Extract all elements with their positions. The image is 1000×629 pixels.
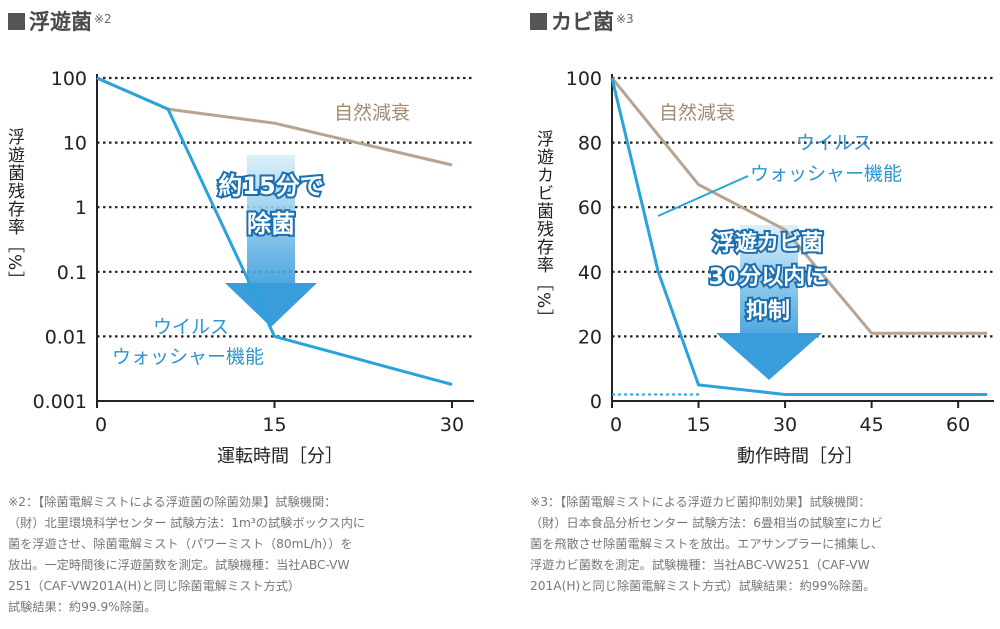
- y-tick-label: 80: [578, 133, 602, 155]
- right-arrow-text-3: 抑制: [746, 299, 790, 324]
- right-arrow: [716, 225, 822, 380]
- footnote-line: 浮遊カビ菌数を測定。試験機種：当社ABC-VW251（CAF-VW: [530, 558, 870, 572]
- y-tick-label: 10: [63, 133, 87, 155]
- square-bullet-icon: [8, 13, 25, 30]
- left-arrow: [225, 155, 317, 327]
- footnote-line: ※2：【除菌電解ミストによる浮遊菌の除菌効果】試験機関：: [8, 495, 337, 509]
- left-footnote: ※2：【除菌電解ミストによる浮遊菌の除菌効果】試験機関： （財）北里環境科学センタ…: [8, 492, 478, 618]
- left-virus-label-2: ウォッシャー機能: [112, 346, 264, 368]
- y-tick-label: 20: [578, 326, 602, 348]
- series-line-virus-washer: [96, 76, 453, 386]
- footnote-line: 201A(H)と同じ除菌電解ミスト方式）試験結果：約99%除菌。: [530, 579, 876, 593]
- left-panel-header: 浮遊菌 ※2: [8, 6, 112, 36]
- footnote-line: 試験結果：約99.9%除菌。: [8, 600, 157, 614]
- x-tick-label: 30: [773, 414, 797, 436]
- footnote-line: 251（CAF-VW201A(H)と同じ除菌電解ミスト方式）: [8, 579, 301, 593]
- left-natural-label: 自然減衰: [334, 102, 410, 124]
- right-panel-header: カビ菌 ※3: [530, 6, 634, 36]
- x-tick-label: 45: [860, 414, 884, 436]
- y-tick-label: 40: [578, 262, 602, 284]
- series-line-natural-decay: [610, 77, 987, 335]
- footnote-line: 放出。一定時間後に浮遊菌数を測定。試験機種：当社ABC-VW: [8, 558, 350, 572]
- footnote-line: （財）北里環境科学センター 試験方法：1m³の試験ボックス内に: [8, 516, 366, 530]
- right-arrow-text-2: 30分以内に: [709, 265, 828, 290]
- left-panel-ref: ※2: [94, 12, 112, 26]
- x-tick-label: 60: [946, 414, 970, 436]
- x-tick-label: 15: [262, 414, 286, 436]
- y-tick-label: 100: [51, 68, 87, 90]
- x-tick-label: 30: [440, 414, 464, 436]
- right-arrow-text-1: 浮遊カビ菌: [713, 230, 823, 256]
- right-footnote: ※3：【除菌電解ミストによる浮遊カビ菌抑制効果】試験機関： （財）日本食品分析セン…: [530, 492, 1000, 597]
- y-tick-label: 100: [566, 68, 602, 90]
- left-chart: 100 10 1 0.1 0.01 0.001 0 15 30 約15分で 除菌 自然減衰 ウイ…: [4, 68, 474, 467]
- y-tick-label: 60: [578, 197, 602, 219]
- left-ylabel: 浮遊菌残存率［%］: [4, 128, 25, 289]
- left-panel-title: 浮遊菌: [29, 10, 92, 34]
- right-virus-leader: [657, 175, 749, 217]
- footnote-line: 菌を飛散させ除菌電解ミストを放出。エアサンプラーに捕集し、: [530, 537, 884, 551]
- right-virus-label-1: ウイルス: [796, 132, 872, 154]
- left-xlabel: 運転時間［分］: [217, 446, 343, 467]
- square-bullet-icon: [530, 13, 547, 30]
- right-panel-ref: ※3: [616, 12, 634, 26]
- right-panel-title: カビ菌: [551, 10, 614, 34]
- right-chart: 100 80 60 40 20 00 15 30 45 60 浮遊カビ菌 30分以内に 抑制 自然…: [533, 68, 994, 467]
- y-tick-label: 1: [75, 197, 87, 219]
- footnote-line: （財）日本食品分析センター 試験方法：6畳相当の試験室にカビ: [530, 516, 883, 530]
- footnote-line: ※3：【除菌電解ミストによる浮遊カビ菌抑制効果】試験機関：: [530, 495, 871, 509]
- y-tick-label: 0: [590, 391, 602, 413]
- left-arrow-text-2: 除菌: [247, 210, 295, 238]
- right-ylabel: 浮遊カビ菌残存率［%］: [533, 130, 554, 327]
- series-line-virus-washer: [610, 77, 987, 396]
- y-tick-label: 0.1: [57, 262, 87, 284]
- footnote-line: 菌を浮遊させ、除菌電解ミスト（パワーミスト（80mL/h））を: [8, 537, 353, 551]
- left-arrow-text-1: 約15分で: [218, 172, 323, 200]
- y-tick-label: 0.01: [45, 326, 87, 348]
- left-virus-label-1: ウイルス: [153, 316, 229, 338]
- x-tick-label: 15: [686, 414, 710, 436]
- y-tick-label: 0.001: [33, 391, 87, 413]
- right-xlabel: 動作時間［分］: [737, 446, 863, 467]
- x-tick-label: 0: [95, 414, 107, 436]
- right-natural-label: 自然減衰: [659, 102, 735, 124]
- right-virus-label-2: ウォッシャー機能: [750, 163, 902, 185]
- x-tick-label: 0: [610, 414, 622, 436]
